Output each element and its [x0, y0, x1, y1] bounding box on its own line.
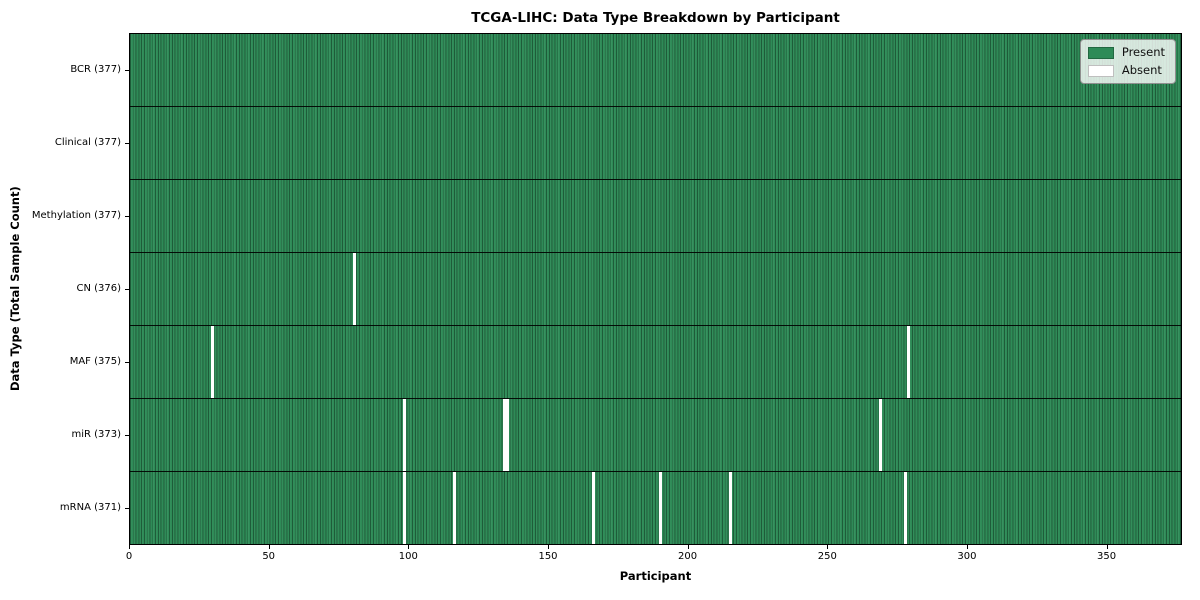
heatmap-row-Methylation — [130, 180, 1181, 253]
absent-cell — [879, 399, 883, 471]
y-tick-label: Clinical (377) — [54, 136, 121, 148]
y-tick-label: miR (373) — [71, 429, 121, 441]
absent-cell — [505, 399, 509, 471]
absent-cell — [592, 472, 596, 544]
legend-swatch-present — [1087, 46, 1114, 59]
absent-cell — [402, 472, 406, 544]
heatmap-row-BCR — [130, 34, 1181, 107]
y-tick-label: CN (376) — [76, 283, 121, 294]
x-tick-mark — [827, 545, 829, 549]
y-tick-label: Methylation (377) — [31, 209, 121, 221]
y-tick-label: BCR (377) — [70, 63, 121, 75]
absent-cell — [728, 472, 732, 544]
heatmap-row-MAF — [130, 326, 1181, 399]
x-tick-label: 0 — [125, 551, 133, 562]
x-tick-mark — [408, 545, 410, 549]
x-tick-mark — [966, 545, 968, 549]
heatmap-row-miR — [130, 399, 1181, 472]
y-tick-mark — [125, 508, 129, 510]
absent-cell — [402, 399, 406, 471]
x-tick-mark — [129, 545, 130, 549]
chart-title: TCGA-LIHC: Data Type Breakdown by Partic… — [471, 10, 840, 26]
x-tick-mark — [1106, 545, 1108, 549]
y-tick-mark — [125, 215, 129, 217]
x-tick-mark — [268, 545, 270, 549]
x-axis-title: Participant — [619, 569, 692, 583]
absent-cell — [352, 253, 356, 325]
heatmap-plot-area — [129, 33, 1182, 545]
legend: Present Absent — [1079, 39, 1176, 84]
y-tick-label: mRNA (371) — [59, 502, 121, 514]
x-tick-mark — [687, 545, 689, 549]
absent-cell — [453, 472, 456, 544]
absent-cell — [904, 472, 908, 544]
x-tick-mark — [548, 545, 549, 549]
y-tick-label: MAF (375) — [69, 356, 121, 368]
y-tick-mark — [125, 69, 129, 71]
x-tick-label: 250 — [817, 551, 837, 562]
legend-swatch-absent — [1087, 64, 1114, 77]
legend-item-present: Present — [1087, 45, 1165, 59]
heatmap-row-mRNA — [130, 472, 1181, 544]
legend-label: Absent — [1121, 63, 1162, 77]
x-tick-label: 150 — [538, 551, 558, 562]
heatmap-row-Clinical — [130, 107, 1181, 180]
absent-cell — [503, 399, 507, 471]
absent-cell — [210, 326, 214, 398]
x-tick-label: 300 — [957, 551, 977, 562]
heatmap-row-CN — [130, 253, 1181, 326]
x-tick-label: 50 — [262, 551, 276, 562]
x-tick-label: 200 — [678, 551, 698, 562]
legend-item-absent: Absent — [1087, 63, 1165, 77]
absent-cell — [907, 326, 910, 398]
x-tick-label: 350 — [1097, 551, 1117, 562]
y-tick-mark — [125, 435, 129, 437]
legend-label: Present — [1121, 45, 1165, 59]
absent-cell — [659, 472, 663, 544]
y-tick-mark — [125, 289, 129, 290]
x-tick-label: 100 — [398, 551, 418, 562]
y-tick-mark — [125, 142, 129, 144]
y-tick-mark — [125, 362, 129, 364]
